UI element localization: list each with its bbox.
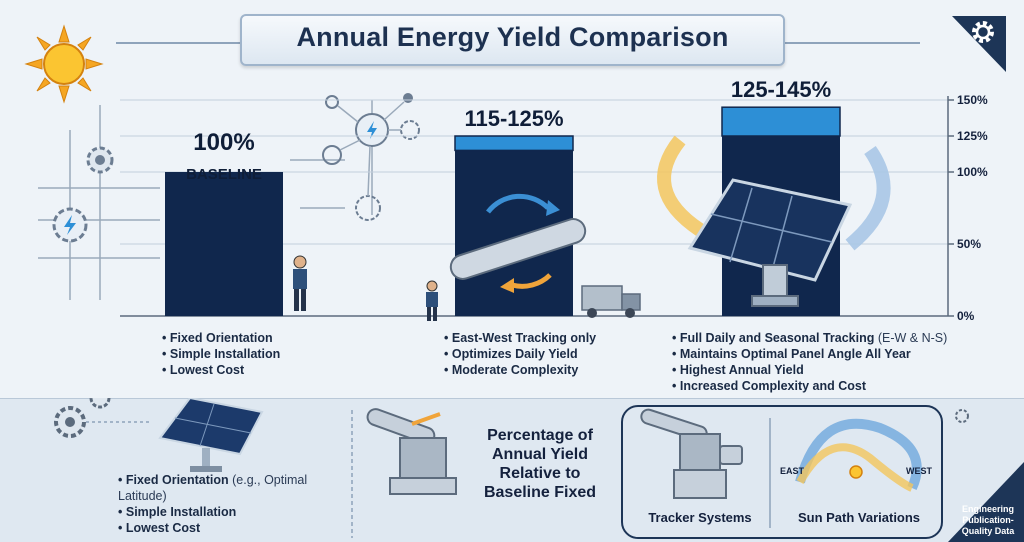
worker-icon [293, 255, 307, 311]
bar-value-label: 100% [193, 129, 254, 156]
chart-title: Annual Energy Yield Comparison [296, 22, 729, 52]
y-tick-label: 0% [957, 309, 975, 323]
bullet-item: • Optimizes Daily Yield [444, 347, 578, 361]
tracker-motor-icon [640, 408, 743, 499]
gear-icon [54, 406, 86, 438]
bar-single-axis-range [454, 135, 574, 152]
bullet-item: • Moderate Complexity [444, 363, 579, 377]
bullet-item: • Highest Annual Yield [672, 363, 804, 377]
tracker-motor-icon [366, 408, 457, 495]
fixed-bullets: • Fixed Orientation • Simple Installatio… [162, 330, 372, 378]
sun-icon [24, 24, 104, 104]
gear-icon [86, 146, 114, 174]
bar-value-label: 125-145% [731, 77, 831, 102]
bullet-item: • Fixed Orientation [162, 331, 273, 345]
title-rule-right [785, 42, 920, 44]
corner-tag-shape [948, 462, 1024, 542]
lower-illustrations [54, 398, 1024, 542]
truck-icon [581, 285, 641, 318]
y-tick-label: 100% [957, 165, 988, 179]
solar-panel-icon [657, 135, 891, 307]
baseline-label: BASELINE [186, 166, 262, 183]
single-axis-bullets: • East-West Tracking only • Optimizes Da… [444, 330, 664, 378]
bullet-item: • Lowest Cost [162, 363, 245, 377]
sunpath-caption: Sun Path Variations [797, 510, 921, 525]
corner-tag-label: Engineering Publication- Quality Data [961, 504, 1015, 536]
bullet-item: • Simple Installation [162, 347, 281, 361]
lightning-icon [52, 207, 88, 243]
lower-fixed-bullets: • Fixed Orientation (e.g., Optimal Latit… [118, 472, 358, 536]
settings-gear-icon[interactable] [946, 12, 1010, 76]
bullet-item: • East-West Tracking only [444, 331, 597, 345]
worker-icon [426, 280, 438, 321]
y-tick-label: 125% [957, 129, 988, 143]
bar-dual-axis-range [721, 106, 841, 137]
network-hub-icon [322, 93, 420, 221]
gear-icon [955, 409, 969, 423]
title-rule-left [116, 42, 240, 44]
dual-axis-bullets: • Full Daily and Seasonal Tracking (E-W … [672, 330, 972, 394]
east-label: EAST [780, 466, 805, 476]
gear-icon [89, 398, 111, 409]
bullet-item: • Full Daily and Seasonal Tracking (E-W … [672, 331, 948, 345]
bullet-item: • Increased Complexity and Cost [672, 379, 867, 393]
sun-path-icon [795, 418, 922, 492]
tracker-tube-icon [449, 193, 587, 293]
chart-area: 100% 115-125% 125-145% 0% 50% 100% 125% 150% [38, 77, 988, 323]
center-caption: Percentage of Annual Yield Relative to B… [483, 427, 597, 501]
title-banner [240, 14, 785, 66]
bar-value-label: 115-125% [464, 106, 563, 131]
solar-panel-icon [158, 398, 264, 472]
west-label: WEST [906, 466, 932, 476]
bullet-item: • Lowest Cost [118, 521, 201, 535]
bullet-item: • Fixed Orientation (e.g., Optimal Latit… [118, 473, 308, 503]
y-tick-label: 150% [957, 93, 988, 107]
bullet-item: • Simple Installation [118, 505, 237, 519]
tracker-caption: Tracker Systems [648, 510, 752, 525]
y-tick-label: 50% [957, 237, 981, 251]
bullet-item: • Maintains Optimal Panel Angle All Year [672, 347, 911, 361]
bar-fixed-base [165, 172, 283, 316]
